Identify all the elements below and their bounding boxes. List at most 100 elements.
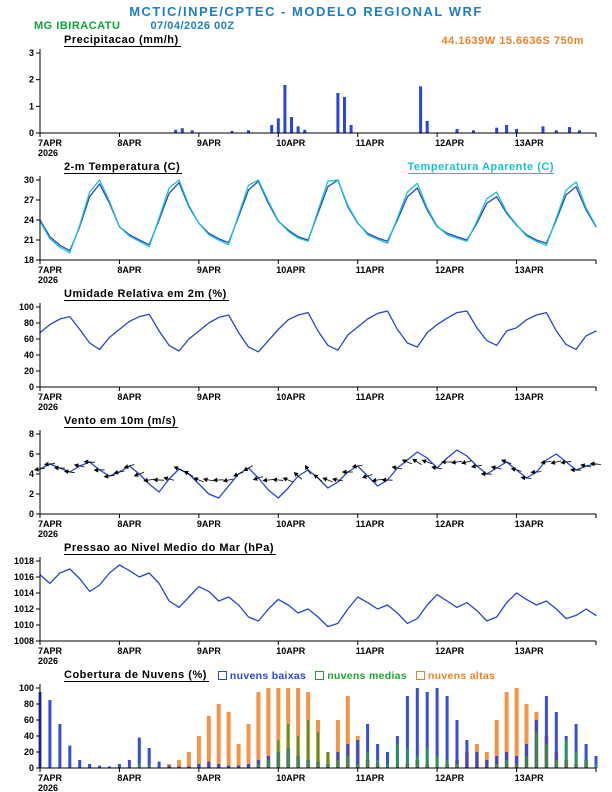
svg-text:100: 100 — [19, 302, 34, 312]
run-datetime: 07/04/2026 00Z — [150, 20, 235, 32]
panel-humidity: Umidade Relativa em 2m (%) 0 20 40 60 80 100 7… — [0, 287, 612, 413]
svg-text:12APR: 12APR — [435, 138, 465, 148]
panel-title-pressure: Pressao ao Nivel Medio do Mar (hPa) — [64, 542, 277, 555]
svg-text:8APR: 8APR — [117, 138, 142, 148]
svg-text:1008: 1008 — [14, 636, 34, 646]
svg-text:2026: 2026 — [38, 148, 58, 158]
svg-text:0: 0 — [29, 382, 34, 392]
svg-text:13APR: 13APR — [515, 773, 545, 783]
svg-text:24: 24 — [24, 215, 34, 225]
svg-text:1018: 1018 — [14, 556, 34, 566]
svg-text:10APR: 10APR — [276, 646, 306, 656]
low-clouds-legend-label: nuvens baixas — [229, 670, 307, 682]
svg-text:0: 0 — [29, 128, 34, 138]
svg-text:12APR: 12APR — [435, 392, 465, 402]
panel-title-humidity: Umidade Relativa em 2m (%) — [64, 288, 229, 301]
svg-text:9APR: 9APR — [197, 392, 222, 402]
svg-text:11APR: 11APR — [356, 519, 385, 529]
panel-wind: Vento em 10m (m/s) 0 2 4 6 8 7APR 2026 8APR 9APR… — [0, 414, 612, 540]
svg-text:0: 0 — [29, 509, 34, 519]
svg-text:7APR: 7APR — [38, 138, 63, 148]
panel-precipitation: Precipitacao (mm/h) 44.1639W 15.6636S 75… — [0, 33, 612, 159]
svg-text:20: 20 — [24, 747, 34, 757]
svg-text:10APR: 10APR — [276, 519, 306, 529]
svg-text:100: 100 — [19, 683, 34, 693]
svg-text:12APR: 12APR — [435, 646, 465, 656]
svg-text:10APR: 10APR — [276, 265, 306, 275]
svg-text:13APR: 13APR — [515, 265, 545, 275]
panel-title-row: Cobertura de Nuvens (%) nuvens baixas nu… — [0, 668, 612, 682]
svg-text:11APR: 11APR — [356, 265, 385, 275]
svg-text:11APR: 11APR — [356, 392, 385, 402]
svg-text:7APR: 7APR — [38, 265, 63, 275]
svg-text:40: 40 — [24, 350, 34, 360]
svg-text:7APR: 7APR — [38, 392, 63, 402]
svg-text:8APR: 8APR — [117, 773, 142, 783]
cloud-legend: nuvens baixas nuvens medias nuvens altas — [209, 670, 495, 682]
svg-text:8APR: 8APR — [117, 265, 142, 275]
svg-text:9APR: 9APR — [197, 138, 222, 148]
svg-text:13APR: 13APR — [515, 646, 545, 656]
svg-text:1016: 1016 — [14, 572, 34, 582]
svg-text:13APR: 13APR — [515, 138, 545, 148]
svg-text:2: 2 — [29, 489, 34, 499]
panel-title-row: Umidade Relativa em 2m (%) — [0, 287, 612, 301]
svg-text:6: 6 — [29, 449, 34, 459]
panel-title-row: Precipitacao (mm/h) 44.1639W 15.6636S 75… — [0, 33, 612, 47]
svg-text:80: 80 — [24, 699, 34, 709]
panel-title-row: 2-m Temperatura (C) Temperatura Aparente… — [0, 160, 612, 174]
svg-text:13APR: 13APR — [515, 392, 545, 402]
high-clouds-swatch-icon — [415, 671, 425, 680]
svg-text:40: 40 — [24, 731, 34, 741]
panel-title-wind: Vento em 10m (m/s) — [64, 415, 179, 428]
svg-text:60: 60 — [24, 334, 34, 344]
svg-text:12APR: 12APR — [435, 265, 465, 275]
panel-temperature: 2-m Temperatura (C) Temperatura Aparente… — [0, 160, 612, 286]
panel-title-row: Vento em 10m (m/s) — [0, 414, 612, 428]
svg-text:12APR: 12APR — [435, 519, 465, 529]
svg-text:9APR: 9APR — [197, 519, 222, 529]
header-row: MG IBIRACATU 07/04/2026 00Z — [0, 20, 612, 32]
svg-text:11APR: 11APR — [356, 773, 385, 783]
apparent-temperature-label: Temperatura Aparente (C) — [407, 161, 554, 174]
svg-text:8: 8 — [29, 429, 34, 439]
panel-cloud-cover: Cobertura de Nuvens (%) nuvens baixas nu… — [0, 668, 612, 792]
svg-text:10APR: 10APR — [276, 773, 306, 783]
svg-text:21: 21 — [24, 235, 34, 245]
high-clouds-legend-label: nuvens altas — [427, 670, 496, 682]
svg-text:11APR: 11APR — [356, 138, 385, 148]
svg-text:2026: 2026 — [38, 275, 58, 285]
svg-text:0: 0 — [29, 763, 34, 773]
svg-text:80: 80 — [24, 318, 34, 328]
svg-text:4: 4 — [29, 469, 34, 479]
svg-text:7APR: 7APR — [38, 646, 63, 656]
svg-text:7APR: 7APR — [38, 519, 63, 529]
panel-title-temperature: 2-m Temperatura (C) — [64, 161, 183, 174]
svg-text:27: 27 — [24, 195, 34, 205]
svg-text:60: 60 — [24, 715, 34, 725]
svg-text:8APR: 8APR — [117, 519, 142, 529]
svg-text:30: 30 — [24, 175, 34, 185]
panel-title-row: Pressao ao Nivel Medio do Mar (hPa) — [0, 541, 612, 555]
svg-text:3: 3 — [29, 48, 34, 58]
station-name: MG IBIRACATU — [34, 20, 121, 32]
panel-pressure: Pressao ao Nivel Medio do Mar (hPa) 1008… — [0, 541, 612, 667]
panel-title-precipitation: Precipitacao (mm/h) — [64, 34, 181, 47]
svg-text:2026: 2026 — [38, 402, 58, 412]
svg-text:12APR: 12APR — [435, 773, 465, 783]
svg-text:2026: 2026 — [38, 783, 58, 792]
page-title: MCTIC/INPE/CPTEC - MODELO REGIONAL WRF — [129, 4, 483, 19]
svg-text:10APR: 10APR — [276, 392, 306, 402]
svg-text:20: 20 — [24, 366, 34, 376]
svg-text:1010: 1010 — [14, 620, 34, 630]
svg-text:9APR: 9APR — [197, 265, 222, 275]
svg-text:8APR: 8APR — [117, 646, 142, 656]
low-clouds-swatch-icon — [217, 671, 227, 680]
